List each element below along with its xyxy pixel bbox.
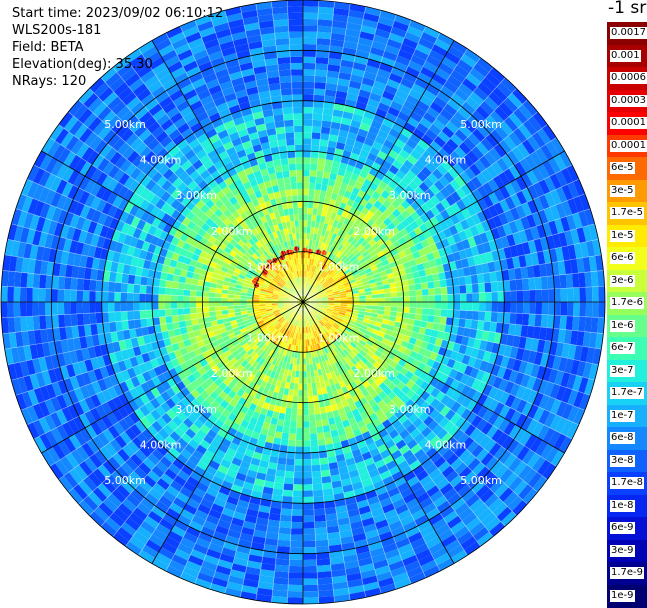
colorbar-tick-label: 1e-5 — [610, 229, 635, 242]
colorbar-tick-label: 1.7e-7 — [610, 387, 645, 400]
range-label: 1.00km — [318, 260, 360, 273]
azimuth-spoke — [151, 301, 304, 564]
colorbar-tick-label: 0.0001 — [610, 139, 647, 152]
range-label: 5.00km — [460, 118, 502, 131]
colorbar: 0.0017 0.001 0.0006 0.0003 0.00017 0.0001 6e-5… — [607, 22, 647, 608]
azimuth-spoke — [302, 301, 455, 564]
range-label: 4.00km — [425, 154, 467, 167]
colorbar-tick-label: 6e-8 — [610, 432, 635, 445]
range-label: 3.00km — [389, 403, 431, 416]
colorbar-unit: -1 sr — [608, 0, 647, 18]
ppi-scan-plot: 1.00km 1.00km 1.00km 1.00km 2.00km 2.00km 2.00… — [0, 0, 606, 605]
elevation: Elevation(deg): 35.30 — [12, 57, 153, 72]
range-label: 3.00km — [389, 189, 431, 202]
colorbar-tick-label: 0.0006 — [610, 72, 647, 85]
colorbar-tick-label: 0.0003 — [610, 94, 647, 107]
range-label: 4.00km — [140, 438, 182, 451]
azimuth-spoke — [302, 150, 565, 303]
colorbar-tick-label: 1e-8 — [610, 499, 635, 512]
range-labels: 1.00km 1.00km 1.00km 1.00km 2.00km 2.00km 2.00… — [104, 118, 502, 487]
colorbar-tick-label: 1.7e-8 — [610, 477, 645, 490]
colorbar-tick-label: 1e-9 — [610, 589, 635, 602]
colorbar-tick-label: 0.001 — [610, 49, 641, 62]
colorbar-tick-label: 1.7e-5 — [610, 207, 645, 220]
range-label: 3.00km — [175, 189, 217, 202]
azimuth-spoke — [302, 40, 455, 303]
colorbar-tick-label: 3e-5 — [610, 184, 635, 197]
colorbar-tick-label: 6e-9 — [610, 522, 635, 535]
field-name: Field: BETA — [12, 40, 84, 55]
colorbar-tick-label: 6e-7 — [610, 342, 635, 355]
range-label: 1.00km — [318, 332, 360, 345]
range-label: 5.00km — [104, 118, 146, 131]
colorbar-tick-label: 3e-8 — [610, 454, 635, 467]
instrument-id: WLS200s-181 — [12, 23, 102, 38]
colorbar-tick-label: 6e-6 — [610, 252, 635, 265]
colorbar-tick-label: 3e-7 — [610, 364, 635, 377]
azimuth-spoke — [151, 40, 304, 303]
colorbar-tick-label: 1.7e-9 — [610, 567, 645, 580]
range-label: 1.00km — [247, 332, 289, 345]
colorbar-tick-label: 0.0017 — [610, 27, 647, 40]
colorbar-tick-label: 1e-7 — [610, 409, 635, 422]
range-label: 1.00km — [247, 260, 289, 273]
azimuth-spoke — [41, 301, 304, 454]
range-label: 2.00km — [353, 367, 395, 380]
range-label: 2.00km — [211, 367, 253, 380]
colorbar-tick-label: 1.7e-6 — [610, 297, 645, 310]
nrays: NRays: 120 — [12, 74, 87, 89]
azimuth-spoke — [41, 150, 304, 303]
colorbar-tick-label: 1e-6 — [610, 319, 635, 332]
scan-info: Start time: 2023/09/02 06:10:12 WLS200s-… — [12, 5, 223, 90]
azimuth-spoke — [302, 301, 565, 454]
range-label: 2.00km — [211, 225, 253, 238]
data-gates — [1, 0, 605, 604]
range-label: 4.00km — [425, 438, 467, 451]
start-time: Start time: 2023/09/02 06:10:12 — [12, 6, 224, 21]
range-grid — [0, 0, 606, 605]
colorbar-tick-label: 0.00017 — [610, 117, 647, 130]
range-label: 3.00km — [175, 403, 217, 416]
range-label: 5.00km — [104, 474, 146, 487]
colorbar-tick-label: 3e-9 — [610, 544, 635, 557]
colorbar-tick-label: 3e-6 — [610, 274, 635, 287]
range-label: 4.00km — [140, 154, 182, 167]
range-label: 5.00km — [460, 474, 502, 487]
colorbar-tick-label: 6e-5 — [610, 162, 635, 175]
range-label: 2.00km — [353, 225, 395, 238]
